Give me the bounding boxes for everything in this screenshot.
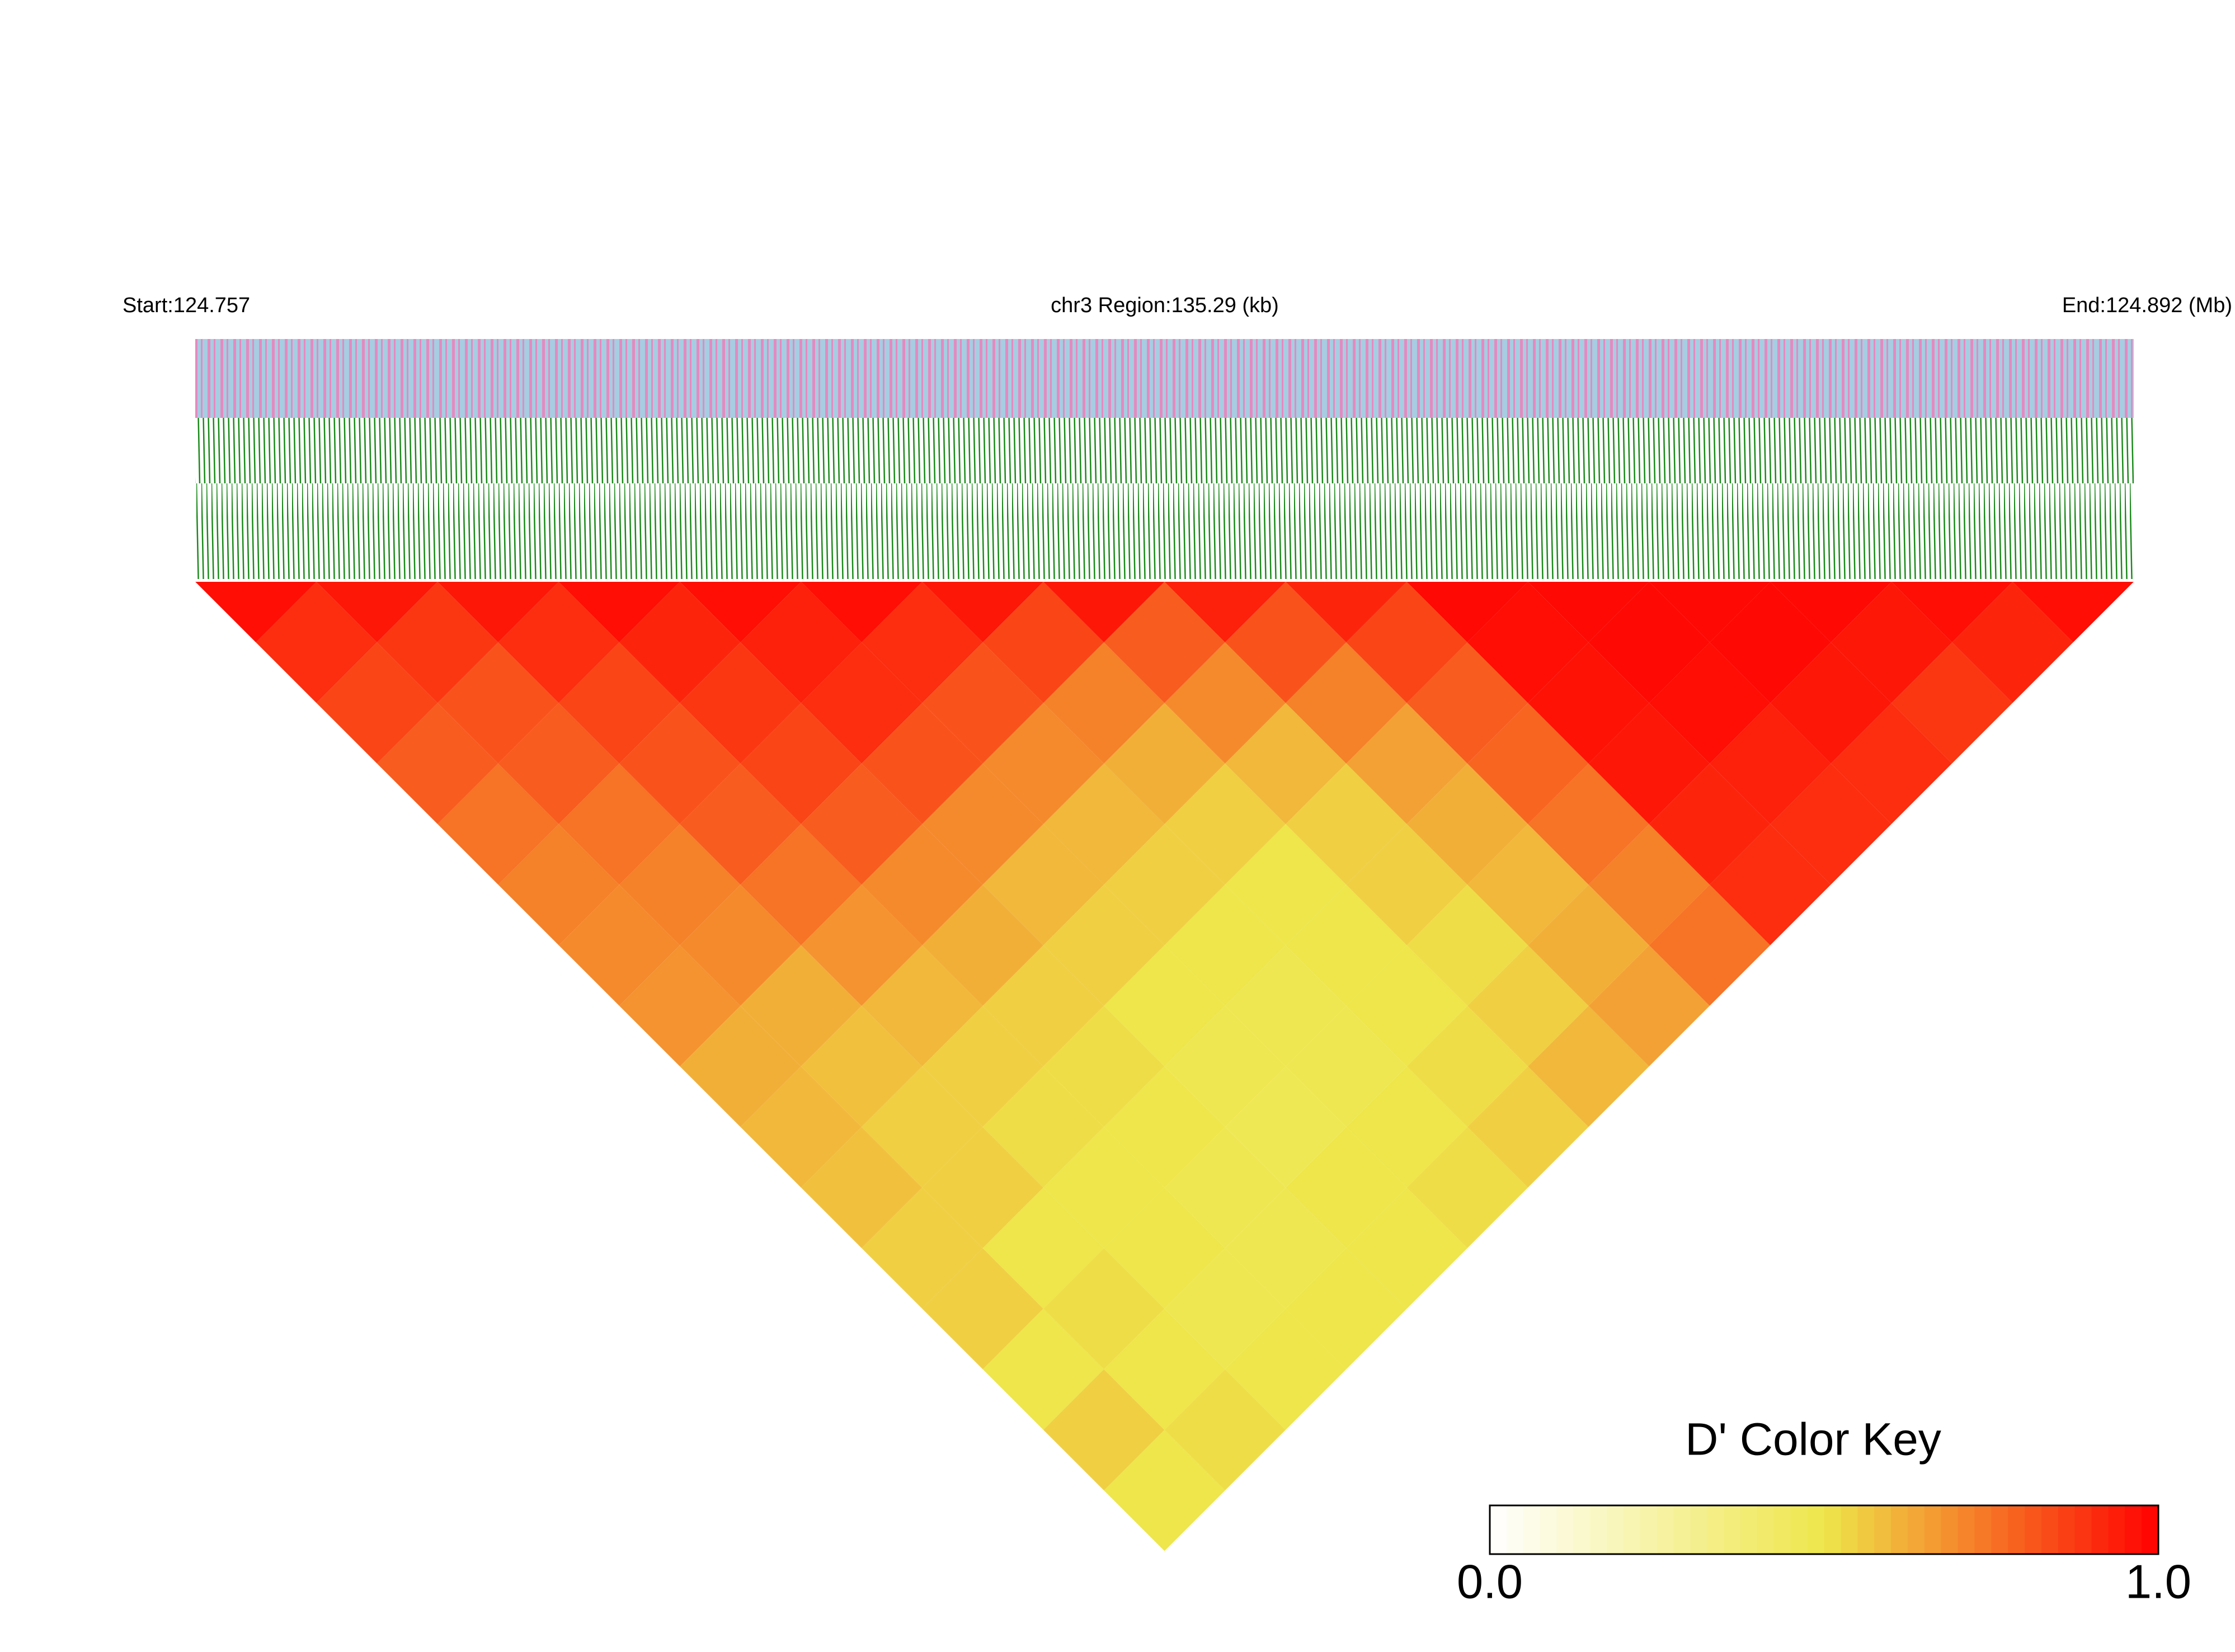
snp-strip bbox=[195, 339, 2134, 418]
key-swatch bbox=[1974, 1505, 1992, 1554]
key-swatch bbox=[1941, 1505, 1958, 1554]
key-swatch bbox=[1773, 1505, 1791, 1554]
key-swatch bbox=[2058, 1505, 2076, 1554]
key-swatch bbox=[1824, 1505, 1841, 1554]
key-swatch bbox=[1724, 1505, 1741, 1554]
key-tick-label: 0.0 bbox=[1457, 1555, 1523, 1608]
key-swatch bbox=[1958, 1505, 1975, 1554]
key-swatch bbox=[2025, 1505, 2042, 1554]
key-swatch bbox=[1740, 1505, 1758, 1554]
ld-heatmap bbox=[195, 582, 2134, 1551]
key-swatch bbox=[1857, 1505, 1875, 1554]
key-swatch bbox=[1807, 1505, 1824, 1554]
key-swatch bbox=[1506, 1505, 1524, 1554]
end-label: End:124.892 (Mb) bbox=[2062, 294, 2232, 317]
key-swatch bbox=[2142, 1505, 2159, 1554]
key-swatch bbox=[1991, 1505, 2008, 1554]
key-swatch bbox=[1607, 1505, 1624, 1554]
snp-links bbox=[195, 418, 2134, 579]
key-border bbox=[1489, 1504, 2159, 1555]
key-swatch bbox=[1573, 1505, 1591, 1554]
key-swatch bbox=[2008, 1505, 2025, 1554]
key-swatch bbox=[1673, 1505, 1691, 1554]
key-title: D' Color Key bbox=[1685, 1414, 1941, 1465]
key-swatch bbox=[2091, 1505, 2109, 1554]
key-swatch bbox=[1690, 1505, 1707, 1554]
key-swatch bbox=[1556, 1505, 1574, 1554]
start-label: Start:124.757 bbox=[123, 294, 250, 317]
key-swatch bbox=[1841, 1505, 1858, 1554]
region-label: chr3 Region:135.29 (kb) bbox=[1051, 294, 1279, 317]
key-swatch bbox=[1540, 1505, 1557, 1554]
key-swatch bbox=[2125, 1505, 2142, 1554]
key-swatch bbox=[1924, 1505, 1942, 1554]
key-swatch bbox=[1891, 1505, 1908, 1554]
key-swatch bbox=[2108, 1505, 2125, 1554]
key-tick-label: 1.0 bbox=[2125, 1555, 2191, 1608]
ld-cell bbox=[2012, 582, 2134, 643]
key-swatch bbox=[1657, 1505, 1674, 1554]
key-swatch bbox=[1624, 1505, 1641, 1554]
key-swatch bbox=[2074, 1505, 2092, 1554]
key-swatch bbox=[1874, 1505, 1891, 1554]
key-swatch bbox=[1907, 1505, 1925, 1554]
color-key: 0.0 1.0 bbox=[1457, 1504, 2191, 1608]
key-swatch bbox=[1640, 1505, 1658, 1554]
key-swatch bbox=[1790, 1505, 1808, 1554]
key-swatch bbox=[2041, 1505, 2059, 1554]
key-swatch bbox=[1707, 1505, 1724, 1554]
key-swatch bbox=[1523, 1505, 1541, 1554]
key-swatch bbox=[1757, 1505, 1775, 1554]
key-swatch bbox=[1490, 1505, 1507, 1554]
key-swatch bbox=[1590, 1505, 1607, 1554]
